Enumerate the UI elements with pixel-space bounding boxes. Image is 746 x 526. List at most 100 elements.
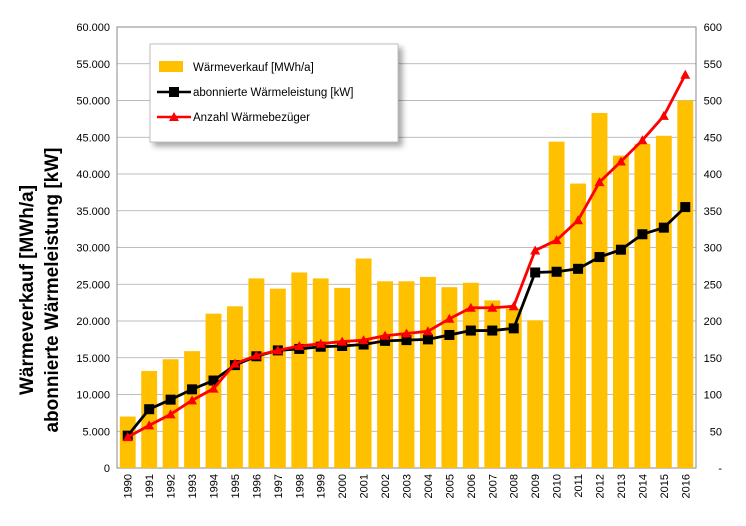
point-anzahl-waermebezueger-1994 [208, 383, 219, 393]
bar-waermeverkauf-2011 [570, 183, 586, 468]
bar-waermeverkauf-2010 [548, 141, 565, 468]
point-abonnierte-waermeleistung-2011 [573, 263, 584, 274]
x-tick-label: 1998 [294, 474, 306, 498]
right-axis-ticks: - 50 100 150 200 250 300 350 400 450 500 550 600 [704, 22, 723, 475]
bar-waermeverkauf-1991 [141, 370, 158, 468]
point-abonnierte-waermeleistung-2016 [680, 202, 691, 213]
point-anzahl-waermebezueger-2012 [594, 177, 605, 187]
x-tick-label: 1991 [144, 474, 156, 498]
left-tick-label: 0 [104, 463, 110, 475]
bar-waermeverkauf-1999 [312, 278, 329, 468]
point-anzahl-waermebezueger-2013 [615, 156, 626, 166]
legend-marker-square [169, 87, 179, 97]
x-tick-label: 1992 [166, 474, 178, 498]
bar-waermeverkauf-1993 [184, 351, 200, 468]
x-tick-label: 2001 [359, 474, 371, 498]
bar-waermeverkauf-2015 [655, 135, 672, 468]
point-abonnierte-waermeleistung-2009 [530, 267, 541, 278]
point-anzahl-waermebezueger-1998 [294, 340, 305, 350]
point-abonnierte-waermeleistung-2012 [594, 252, 605, 263]
bar-waermeverkauf-1997 [269, 288, 286, 468]
right-tick-label: 250 [704, 279, 722, 291]
point-abonnierte-waermeleistung-2008 [508, 323, 519, 334]
bar-waermeverkauf-2004 [420, 276, 436, 468]
left-tick-label: 15.000 [76, 353, 110, 365]
bar-waermeverkauf-2013 [613, 155, 629, 468]
left-axis-ticks: 0 5.000 10.000 15.000 20.000 25.000 30.000 35.0… [76, 22, 110, 475]
point-anzahl-waermebezueger-2009 [530, 245, 541, 255]
x-tick-label: 2016 [680, 474, 692, 498]
point-abonnierte-waermeleistung-1992 [165, 394, 176, 405]
x-tick-label: 2006 [466, 474, 478, 498]
x-tick-label: 2010 [552, 474, 564, 498]
point-anzahl-waermebezueger-2011 [573, 215, 584, 225]
point-abonnierte-waermeleistung-1991 [144, 404, 155, 415]
point-abonnierte-waermeleistung-2006 [465, 325, 476, 336]
x-tick-label: 2005 [444, 474, 456, 498]
right-tick-label: 200 [704, 316, 722, 328]
point-abonnierte-waermeleistung-2010 [551, 266, 562, 277]
left-tick-label: 60.000 [76, 22, 110, 34]
point-abonnierte-waermeleistung-2014 [637, 229, 648, 240]
x-tick-label: 2015 [659, 474, 671, 498]
x-tick-label: 1996 [251, 474, 263, 498]
x-tick-label: 2014 [637, 474, 649, 498]
point-abonnierte-waermeleistung-2000 [337, 340, 348, 351]
x-tick-label: 2003 [402, 474, 414, 498]
left-tick-label: 35.000 [76, 206, 110, 218]
bar-waermeverkauf-2003 [398, 281, 415, 468]
x-axis-ticks: 1990 1991 1992 1993 1994 1995 1996 1997 1998 1999… [123, 474, 693, 498]
legend-label-waermeverkauf: Wärmeverkauf [MWh/a] [193, 62, 314, 74]
point-abonnierte-waermeleistung-2002 [380, 335, 391, 346]
bar-waermeverkauf-2008 [505, 308, 522, 468]
bar-waermeverkauf-2016 [677, 100, 694, 468]
x-tick-label: 1993 [187, 474, 199, 498]
point-anzahl-waermebezueger-1993 [187, 395, 198, 405]
right-tick-label: 500 [704, 96, 722, 108]
right-tick-label: 350 [704, 206, 722, 218]
x-tick-label: 2008 [509, 474, 521, 498]
bar-waermeverkauf-2012 [591, 112, 608, 469]
left-tick-label: 5.000 [82, 426, 110, 438]
right-tick-label: 100 [704, 390, 722, 402]
bar-waermeverkauf-1998 [291, 272, 308, 468]
point-anzahl-waermebezueger-2001 [358, 335, 369, 345]
bar-waermeverkauf-2014 [634, 143, 651, 469]
point-anzahl-waermebezueger-1999 [315, 338, 326, 348]
point-anzahl-waermebezueger-2014 [637, 135, 648, 145]
point-abonnierte-waermeleistung-1993 [187, 384, 198, 395]
point-anzahl-waermebezueger-2005 [444, 313, 455, 323]
point-abonnierte-waermeleistung-2003 [401, 335, 412, 346]
x-tick-label: 2013 [616, 474, 628, 498]
bar-waermeverkauf-1990 [119, 416, 136, 468]
point-anzahl-waermebezueger-2010 [551, 235, 562, 245]
legend-label-abonnierte-leistung: abonnierte Wärmeleistung [kW] [193, 87, 353, 99]
point-abonnierte-waermeleistung-2013 [615, 244, 626, 255]
right-tick-label: 450 [704, 132, 722, 144]
left-tick-label: 25.000 [76, 279, 110, 291]
point-anzahl-waermebezueger-2006 [465, 302, 476, 312]
point-anzahl-waermebezueger-2003 [401, 328, 412, 338]
bar-waermeverkauf-2002 [377, 281, 393, 468]
left-tick-label: 10.000 [76, 390, 110, 402]
bar-waermeverkauf-2000 [334, 287, 351, 468]
x-tick-label: 1990 [123, 474, 135, 498]
bar-waermeverkauf-2001 [355, 258, 372, 468]
x-tick-label: 2007 [487, 474, 499, 498]
point-anzahl-waermebezueger-1996 [251, 350, 262, 360]
bar-waermeverkauf-2007 [484, 300, 501, 468]
point-anzahl-waermebezueger-2000 [337, 336, 348, 346]
point-anzahl-waermebezueger-1990 [122, 432, 133, 442]
point-anzahl-waermebezueger-1992 [165, 409, 176, 419]
point-anzahl-waermebezueger-2002 [380, 330, 391, 340]
point-anzahl-waermebezueger-1991 [144, 420, 155, 430]
left-axis-label-line1: Wärmeverkauf [MWh/a] [17, 185, 38, 395]
legend-label-anzahl-waermebezueger: Anzahl Wärmebezüger [193, 112, 310, 124]
left-tick-label: 55.000 [76, 59, 110, 71]
x-tick-label: 2011 [573, 474, 585, 498]
point-anzahl-waermebezueger-2008 [508, 301, 519, 311]
right-tick-label: 300 [704, 243, 722, 255]
left-tick-label: 30.000 [76, 243, 110, 255]
x-tick-label: 1999 [316, 474, 328, 498]
